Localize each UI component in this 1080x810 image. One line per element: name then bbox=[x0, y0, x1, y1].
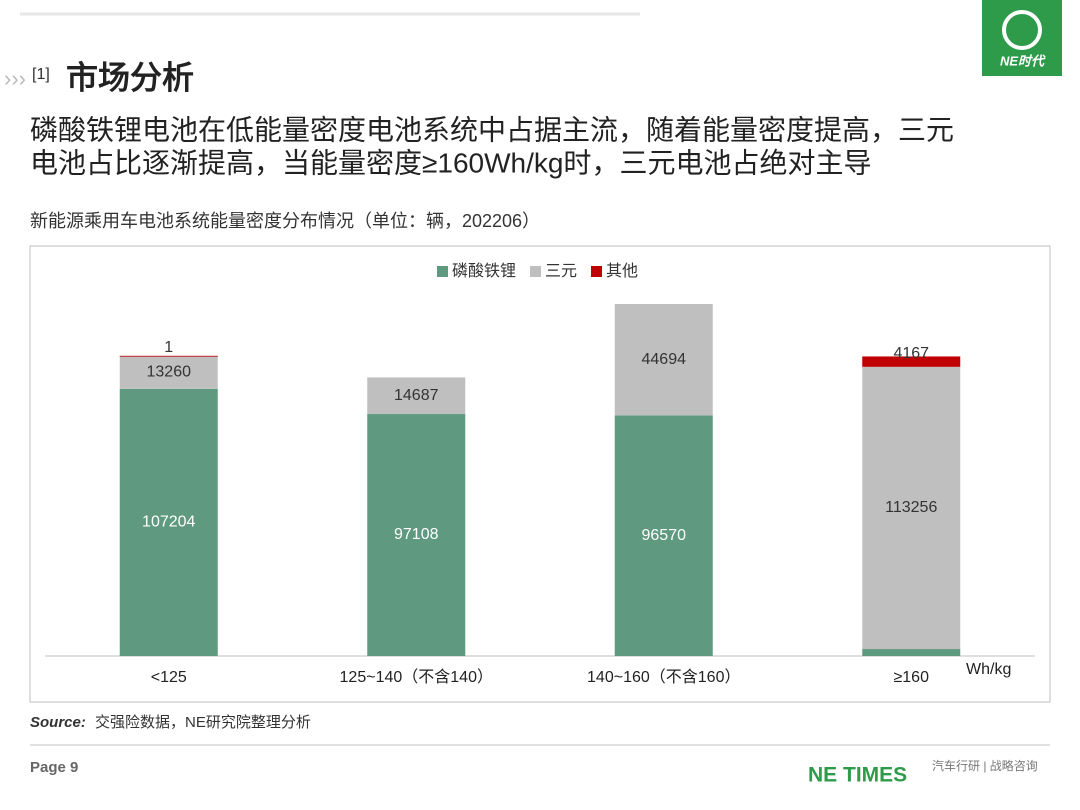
data-label: 13260 bbox=[147, 364, 192, 381]
bar-segment bbox=[119, 355, 218, 389]
source-label: Source: bbox=[30, 714, 86, 731]
chevrons: ››› bbox=[4, 66, 26, 91]
legend-label: 磷酸铁锂 bbox=[452, 262, 516, 280]
bar-segment bbox=[614, 304, 713, 416]
headline: 电池占比逐渐提高，当能量密度≥160Wh/kg时，三元电池占绝对主导 bbox=[30, 147, 871, 178]
x-tick-label: 125~140（不含140） bbox=[340, 668, 493, 686]
bar-segment bbox=[862, 356, 961, 367]
x-tick-label: 140~160（不含160） bbox=[587, 668, 740, 686]
legend-swatch bbox=[437, 266, 448, 277]
headline: 磷酸铁锂电池在低能量密度电池系统中占据主流，随着能量密度提高，三元 bbox=[30, 114, 954, 145]
data-label: 4167 bbox=[893, 345, 929, 362]
bar-segment bbox=[367, 414, 466, 656]
legend-label: 其他 bbox=[606, 262, 638, 280]
legend-swatch bbox=[591, 266, 602, 277]
bar-segment bbox=[862, 366, 961, 650]
data-label: 14687 bbox=[394, 387, 439, 404]
slide-title: 市场分析 bbox=[66, 59, 194, 95]
bar-segment bbox=[367, 377, 466, 415]
data-label: 44694 bbox=[642, 351, 687, 368]
brand: NE TIMES bbox=[808, 764, 907, 787]
section-number: [1] bbox=[32, 66, 50, 83]
x-tick-label: ≥160 bbox=[894, 669, 930, 686]
bar-segment bbox=[862, 649, 961, 656]
logo-mark bbox=[1002, 10, 1042, 50]
bar-segment bbox=[119, 388, 218, 656]
data-label: 97108 bbox=[394, 526, 439, 543]
data-label: 113256 bbox=[885, 499, 937, 516]
legend-label: 三元 bbox=[545, 263, 577, 280]
x-tick-label: <125 bbox=[151, 669, 187, 686]
data-label: 96570 bbox=[642, 527, 687, 544]
bar-segment bbox=[119, 355, 218, 357]
data-label: 1 bbox=[164, 339, 173, 356]
legend-swatch bbox=[530, 266, 541, 277]
tagline: 汽车行研 | 战略咨询 bbox=[932, 758, 1038, 773]
logo: NE时代 bbox=[982, 0, 1062, 76]
chart-frame bbox=[29, 245, 1051, 703]
source-text: 交强险数据，NE研究院整理分析 bbox=[95, 713, 311, 731]
page-number: Page 9 bbox=[30, 759, 78, 776]
chart-title: 新能源乘用车电池系统能量密度分布情况（单位：辆，202206） bbox=[30, 211, 540, 231]
data-label: 107204 bbox=[142, 514, 195, 531]
x-unit: Wh/kg bbox=[966, 661, 1011, 678]
bar-segment bbox=[614, 415, 713, 656]
logo-text: NE时代 bbox=[1000, 53, 1046, 68]
